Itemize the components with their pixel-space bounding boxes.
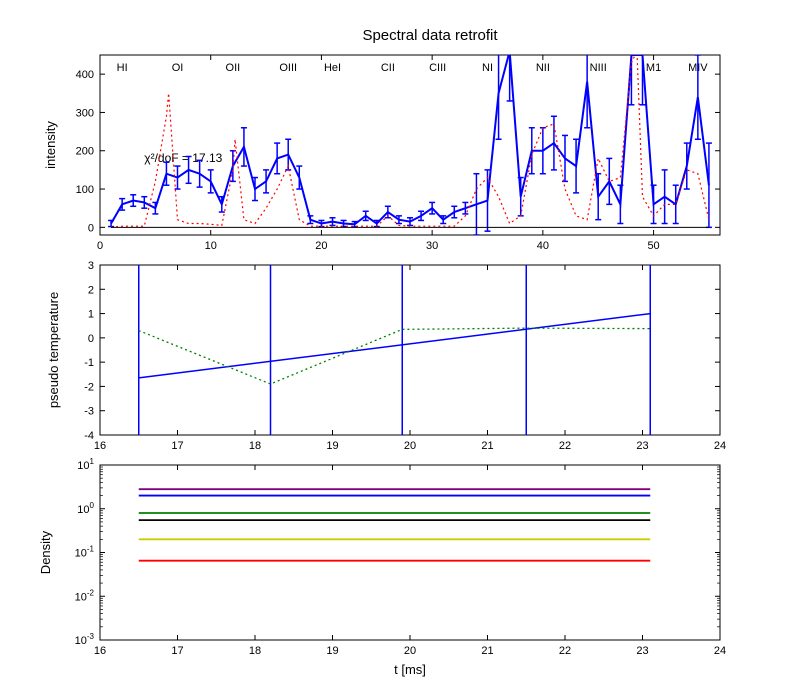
plot2-line	[139, 314, 651, 378]
plot3-xtick: 18	[249, 645, 261, 657]
plot3-xtick: 20	[404, 645, 416, 657]
plot3-ytick: 101	[77, 457, 94, 472]
species-label: OIII	[279, 62, 297, 74]
plot2-ytick: -1	[84, 357, 94, 369]
plot2-ytick: 2	[88, 284, 94, 296]
plot2-xtick: 17	[171, 440, 183, 452]
plot3-xtick: 16	[94, 645, 106, 657]
plot1-ytick: 200	[76, 146, 94, 158]
plot1-line	[111, 51, 709, 224]
plot2-ytick: -4	[84, 430, 94, 442]
plot2-ytick: 1	[88, 309, 94, 321]
plot1-xtick: 50	[647, 240, 659, 252]
species-label: NIII	[590, 62, 607, 74]
plot3-ytick: 10-3	[75, 632, 95, 647]
plot3-ytick: 10-2	[75, 588, 95, 603]
plot1-xtick: 20	[315, 240, 327, 252]
plot2-xtick: 20	[404, 440, 416, 452]
plot2-xtick: 19	[326, 440, 338, 452]
plot3-xlabel: t [ms]	[394, 662, 426, 677]
plot2-xtick: 22	[559, 440, 571, 452]
plot1-ylabel: intensity	[43, 121, 58, 169]
plot2-xtick: 23	[636, 440, 648, 452]
plot1-ytick: 300	[76, 107, 94, 119]
species-label: HeI	[324, 62, 341, 74]
plot2-ytick: -2	[84, 381, 94, 393]
plot1-xtick: 10	[205, 240, 217, 252]
plot1-frame	[100, 55, 720, 235]
species-label: OI	[172, 62, 184, 74]
plot2-ytick: -3	[84, 406, 94, 418]
plot2-frame	[100, 265, 720, 435]
plot1-ytick: 400	[76, 69, 94, 81]
plot2-data	[139, 265, 651, 435]
plot3-xtick: 22	[559, 645, 571, 657]
plot1-xtick: 0	[97, 240, 103, 252]
plot3-xtick: 17	[171, 645, 183, 657]
plot3-xtick: 19	[326, 645, 338, 657]
plot3-ylabel: Density	[38, 530, 53, 574]
species-label: CII	[381, 62, 395, 74]
plot3-xtick: 24	[714, 645, 726, 657]
species-label: HI	[117, 62, 128, 74]
species-label: CIII	[429, 62, 446, 74]
plot3-xtick: 23	[636, 645, 648, 657]
plot1-ytick: 0	[88, 222, 94, 234]
figure-title: Spectral data retrofit	[362, 27, 498, 44]
species-label: OII	[226, 62, 241, 74]
plot1-ytick: 100	[76, 184, 94, 196]
plot2-xtick: 24	[714, 440, 726, 452]
plot2-xtick: 21	[481, 440, 493, 452]
plot2-ytick: 3	[88, 260, 94, 272]
chi2-label: χ²/doF = 17.13	[144, 151, 222, 165]
plot2-xtick: 18	[249, 440, 261, 452]
plot3-frame	[100, 465, 720, 640]
plot3-ytick: 10-1	[75, 545, 95, 560]
plot1-xtick: 40	[537, 240, 549, 252]
spectral-figure: Spectral data retrofit010020030040001020…	[0, 0, 800, 700]
plot2-ylabel: pseudo temperature	[46, 292, 61, 408]
plot2-xtick: 16	[94, 440, 106, 452]
plot3-xtick: 21	[481, 645, 493, 657]
plot3-ytick: 100	[77, 501, 94, 516]
species-label: NII	[536, 62, 550, 74]
plot2-ytick: 0	[88, 333, 94, 345]
plot2-dotted	[139, 328, 651, 384]
species-label: NI	[482, 62, 493, 74]
plot1-xtick: 30	[426, 240, 438, 252]
species-label: M1	[646, 62, 661, 74]
